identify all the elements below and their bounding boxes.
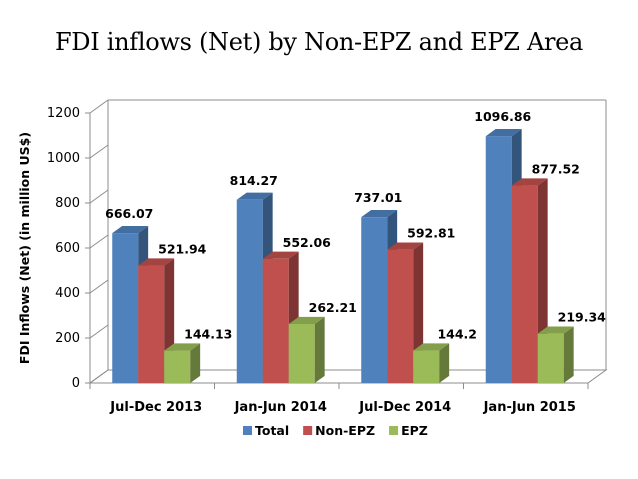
y-tick-label: 1000 — [47, 151, 80, 166]
bars-layer — [112, 129, 574, 383]
y-tick-label: 1200 — [47, 106, 80, 121]
x-tick-label: Jul-Dec 2014 — [358, 400, 451, 415]
bar-top-face — [262, 251, 299, 259]
legend-swatch-epz — [389, 426, 399, 435]
y-axis-title: FDI Inflows (Net) (in million US$) — [17, 132, 32, 364]
labels-layer: Jul-Dec 2013 Jan-Jun 2014 Jul-Dec 2014 Jan-… — [105, 109, 606, 415]
bar-front-face — [511, 185, 538, 383]
bar-top-face — [387, 242, 424, 250]
bar-top-face — [112, 225, 149, 234]
data-label: 1096.86 — [474, 109, 531, 124]
data-label: 219.34 — [558, 310, 607, 325]
bar-epz-3 — [537, 326, 574, 383]
bar-front-face — [288, 324, 315, 383]
bar-top-face — [485, 129, 522, 137]
bar-top-face — [361, 210, 398, 218]
x-tick-label: Jan-Jun 2015 — [483, 400, 576, 415]
bar-epz-2 — [413, 343, 450, 383]
data-label: 144.2 — [437, 327, 477, 342]
bar-top-face — [236, 192, 273, 200]
bar-side-face — [190, 343, 201, 383]
bar-side-face — [563, 326, 574, 383]
bar-top-face — [511, 178, 548, 186]
y-tick-label: 0 — [72, 376, 80, 391]
data-label: 737.01 — [354, 190, 402, 205]
bar-top-face — [537, 326, 574, 334]
data-label: 877.52 — [532, 162, 580, 177]
x-tick-label: Jan-Jun 2014 — [234, 400, 327, 415]
bar-epz-1 — [288, 316, 325, 383]
legend: Total Non-EPZ EPZ — [243, 423, 428, 438]
x-tick-label: Jul-Dec 2013 — [109, 400, 202, 415]
data-label: 521.94 — [158, 242, 207, 257]
bar-front-face — [485, 136, 512, 383]
legend-swatch-non-epz — [303, 426, 313, 435]
data-label: 262.21 — [309, 300, 357, 315]
bar-front-face — [537, 333, 564, 383]
chart-title: FDI inflows (Net) by Non-EPZ and EPZ Are… — [54, 28, 584, 56]
legend-swatch-total — [243, 426, 252, 435]
bar-top-face — [288, 316, 325, 325]
y-tick-label: 800 — [55, 196, 80, 211]
bar-front-face — [361, 217, 388, 383]
bar-top-face — [138, 258, 175, 266]
bar-side-face — [439, 343, 450, 383]
y-tick-label: 600 — [55, 241, 80, 256]
data-label: 666.07 — [105, 206, 153, 221]
y-tick-label: 400 — [55, 286, 80, 301]
y-tick-depth — [89, 234, 109, 249]
legend-label-epz: EPZ — [401, 423, 428, 438]
bar-front-face — [138, 265, 165, 383]
y-tick-label: 200 — [55, 331, 80, 346]
axes-layer: 0 200 400 600 800 1000 1200 FDI Inflows (Net) (… — [17, 99, 608, 391]
bar-front-face — [164, 350, 191, 383]
bar-front-face — [387, 249, 414, 383]
y-tick-depth — [89, 99, 109, 114]
y-tick-depth — [89, 324, 109, 339]
bar-epz-0 — [164, 343, 201, 383]
y-tick-depth — [89, 144, 109, 159]
data-label: 592.81 — [407, 226, 455, 241]
bar-non-epz-2 — [387, 242, 424, 383]
data-label: 144.13 — [184, 327, 232, 342]
legend-label-non-epz: Non-EPZ — [315, 423, 375, 438]
bar-top-face — [164, 343, 201, 351]
y-tick-depth — [89, 369, 109, 384]
y-tick-depth — [89, 189, 109, 204]
bar-front-face — [236, 199, 263, 383]
bar-front-face — [262, 258, 289, 383]
data-label: 814.27 — [230, 173, 278, 188]
bar-front-face — [413, 350, 440, 383]
bar-front-face — [112, 233, 139, 383]
y-tick-depth — [89, 279, 109, 294]
data-label: 552.06 — [283, 235, 332, 250]
bar-top-face — [413, 343, 450, 351]
legend-label-total: Total — [255, 423, 289, 438]
bar-side-face — [314, 316, 325, 383]
